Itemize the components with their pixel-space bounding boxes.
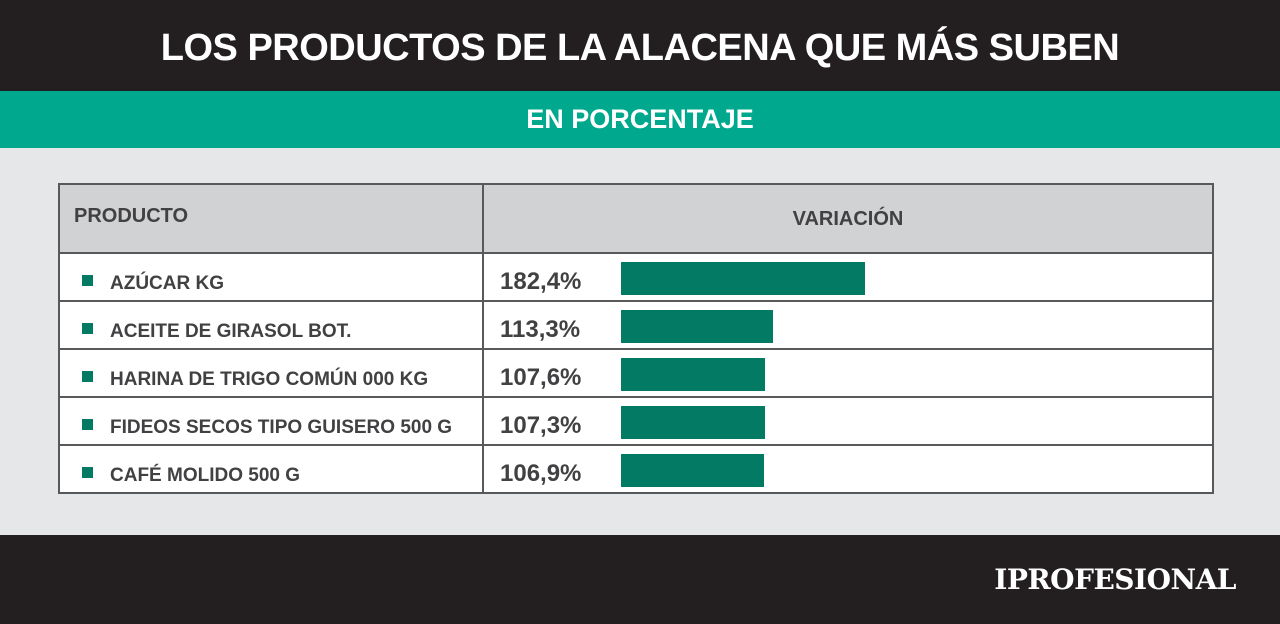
product-name: FIDEOS SECOS TIPO GUISERO 500 G <box>110 417 453 438</box>
footer-bar: IPROFESIONAL <box>0 535 1280 624</box>
variation-value-label: 113,3% <box>500 316 581 343</box>
column-header-variation: VARIACIÓN <box>792 208 904 230</box>
square-bullet-icon <box>82 275 93 286</box>
chart-title: LOS PRODUCTOS DE LA ALACENA QUE MÁS SUBE… <box>160 27 1120 69</box>
table-header: PRODUCTO VARIACIÓN <box>60 185 1212 254</box>
variation-bar <box>621 262 865 295</box>
table-row: ACEITE DE GIRASOL BOT. 113,3% <box>60 302 1212 350</box>
square-bullet-icon <box>82 323 93 334</box>
square-bullet-icon <box>82 419 93 430</box>
product-name: HARINA DE TRIGO COMÚN 000 KG <box>110 369 429 390</box>
product-name: AZÚCAR KG <box>110 273 224 294</box>
variation-bar <box>621 358 765 391</box>
square-bullet-icon <box>82 467 93 478</box>
variation-bar <box>621 406 765 439</box>
column-header-product: PRODUCTO <box>74 205 189 227</box>
variation-value-label: 107,6% <box>500 364 582 391</box>
chart-subtitle: EN PORCENTAJE <box>526 104 754 134</box>
variation-value-label: 107,3% <box>500 412 582 439</box>
variation-value-label: 106,9% <box>500 460 582 487</box>
variation-bar <box>621 310 773 343</box>
column-divider <box>482 185 484 492</box>
square-bullet-icon <box>82 371 93 382</box>
table-row: FIDEOS SECOS TIPO GUISERO 500 G 107,3% <box>60 398 1212 446</box>
title-bar: LOS PRODUCTOS DE LA ALACENA QUE MÁS SUBE… <box>0 0 1280 91</box>
table-row: AZÚCAR KG 182,4% <box>60 254 1212 302</box>
brand-logo: IPROFESIONAL <box>994 563 1236 596</box>
variation-bar <box>621 454 764 487</box>
variation-table: PRODUCTO VARIACIÓN AZÚCAR KG 182,4% ACEITE… <box>58 183 1214 494</box>
table-row: HARINA DE TRIGO COMÚN 000 KG 107,6% <box>60 350 1212 398</box>
product-name: CAFÉ MOLIDO 500 G <box>110 465 301 486</box>
table-row: CAFÉ MOLIDO 500 G 106,9% <box>60 446 1212 494</box>
product-name: ACEITE DE GIRASOL BOT. <box>110 321 352 342</box>
variation-value-label: 182,4% <box>500 268 582 295</box>
subtitle-bar: EN PORCENTAJE <box>0 91 1280 148</box>
